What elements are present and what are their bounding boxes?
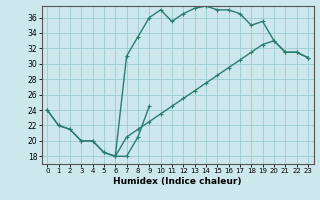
X-axis label: Humidex (Indice chaleur): Humidex (Indice chaleur) <box>113 177 242 186</box>
